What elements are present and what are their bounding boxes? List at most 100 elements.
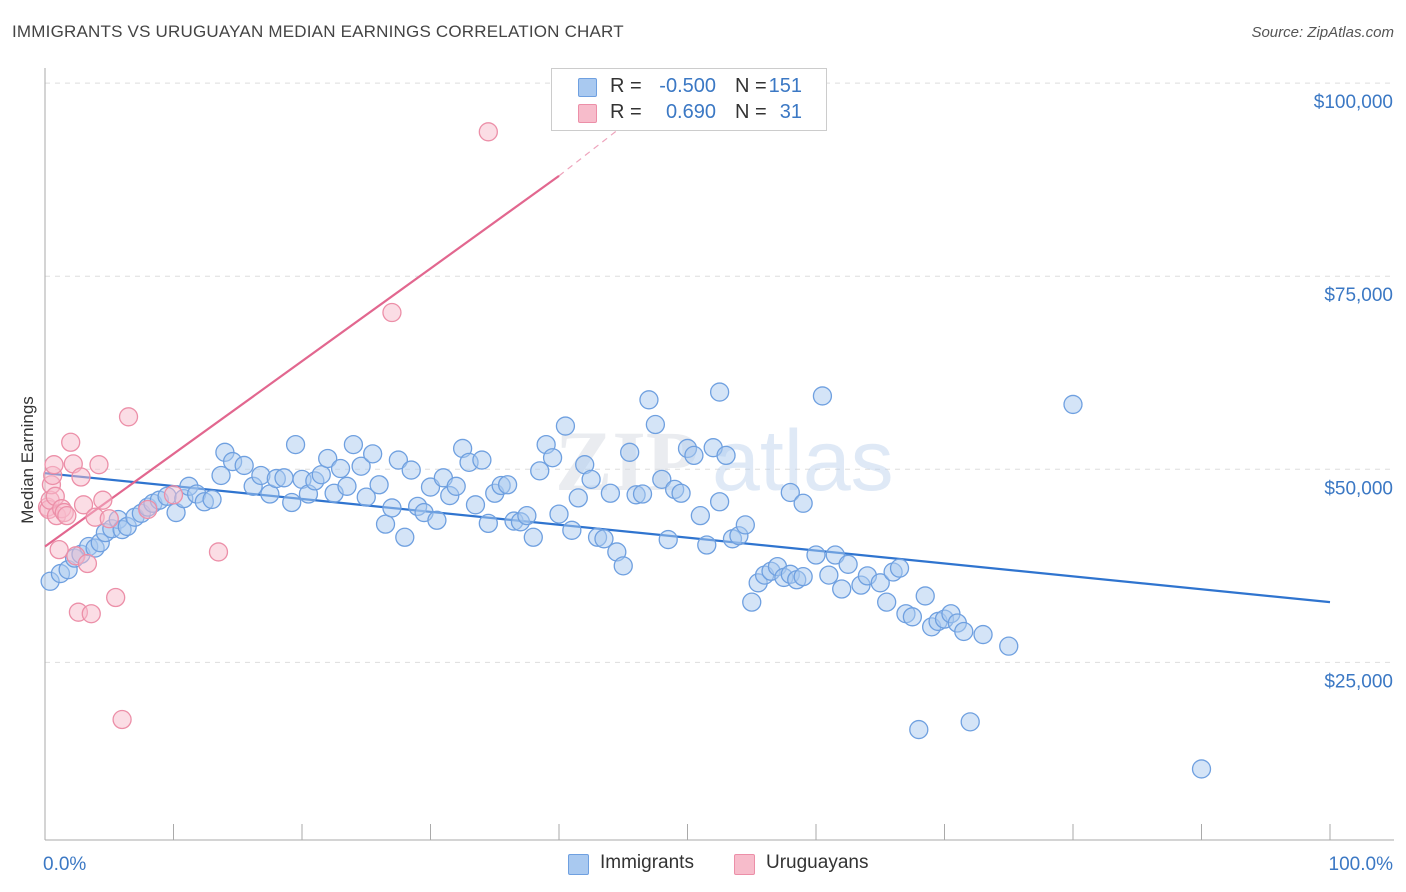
- data-point: [375, 514, 396, 534]
- data-point: [915, 586, 935, 606]
- series-uruguayans: [37, 122, 498, 730]
- data-point: [909, 719, 929, 740]
- data-point: [889, 558, 910, 578]
- trend-line-extension: [558, 125, 624, 177]
- y-tick-label: $25,000: [1324, 671, 1393, 692]
- legend-n-label: N =: [735, 75, 767, 97]
- data-point: [61, 432, 81, 452]
- data-point: [568, 488, 588, 508]
- legend-swatch-immigrants: [578, 78, 597, 97]
- trend-line: [44, 174, 560, 548]
- grid-lines: [45, 82, 1394, 663]
- data-point: [44, 455, 64, 475]
- data-point: [382, 302, 402, 323]
- data-points: [37, 122, 1212, 779]
- data-point: [954, 621, 974, 642]
- y-tick-label: $75,000: [1324, 285, 1393, 306]
- data-point: [211, 465, 231, 486]
- data-point: [620, 442, 640, 462]
- data-point: [369, 475, 389, 495]
- data-point: [716, 445, 736, 466]
- data-point: [106, 587, 126, 608]
- data-point: [639, 390, 659, 410]
- chart-source: Source: ZipAtlas.com: [1251, 24, 1394, 41]
- data-point: [163, 485, 184, 505]
- data-point: [690, 505, 710, 526]
- data-point: [652, 469, 672, 489]
- data-point: [793, 493, 813, 513]
- tick-labels: $25,000 $50,000 $75,000 $100,000 0.0% 100.0%: [43, 92, 1393, 875]
- data-point: [793, 567, 813, 587]
- data-point: [478, 513, 498, 534]
- data-point: [697, 535, 717, 555]
- chart-title: IMMIGRANTS VS URUGUAYAN MEDIAN EARNINGS …: [12, 22, 624, 41]
- data-point: [77, 553, 98, 574]
- series-immigrants: [40, 382, 1212, 779]
- bottom-legend-swatch: [568, 854, 589, 875]
- data-point: [555, 416, 576, 436]
- data-point: [870, 573, 890, 593]
- svg-text:atlas: atlas: [712, 413, 894, 509]
- data-point: [838, 554, 858, 574]
- data-point: [1191, 759, 1212, 779]
- data-point: [709, 382, 730, 402]
- trend-line: [44, 472, 1331, 604]
- data-point: [99, 509, 119, 529]
- data-point: [388, 450, 409, 470]
- axes: [44, 68, 1394, 841]
- data-point: [138, 499, 158, 520]
- data-point: [658, 529, 678, 550]
- data-point: [671, 483, 691, 503]
- data-point: [311, 465, 331, 485]
- data-point: [282, 492, 302, 513]
- data-point: [600, 483, 621, 503]
- legend-r-label: R =: [610, 75, 642, 97]
- legend-row-immigrants: R = -0.500 N = 151: [552, 74, 826, 100]
- bottom-legend-swatch: [734, 854, 755, 875]
- data-point: [285, 434, 306, 455]
- data-point: [343, 434, 364, 455]
- data-point: [806, 545, 826, 565]
- data-point: [330, 458, 351, 479]
- data-point: [112, 709, 132, 730]
- data-point: [594, 529, 614, 549]
- y-tick-label: $50,000: [1324, 478, 1393, 499]
- data-point: [208, 542, 229, 562]
- y-axis-label: Median Earnings: [18, 396, 37, 524]
- data-point: [832, 579, 852, 599]
- stats-legend: R = -0.500 N = 151 R = 0.690 N = 31: [551, 68, 827, 131]
- data-point: [118, 407, 139, 427]
- data-point: [395, 527, 415, 547]
- data-point: [902, 607, 923, 627]
- data-point: [517, 505, 537, 526]
- data-point: [73, 495, 94, 515]
- data-point: [742, 592, 762, 612]
- legend-row-uruguayans: R = 0.690 N = 31: [552, 100, 826, 126]
- data-point: [71, 467, 91, 487]
- data-point: [81, 604, 101, 624]
- data-point: [49, 539, 69, 560]
- data-point: [735, 515, 755, 535]
- data-point: [684, 445, 704, 466]
- data-point: [401, 460, 421, 480]
- data-point: [356, 487, 376, 507]
- data-point: [93, 490, 113, 510]
- x-tick-label-min: 0.0%: [43, 854, 86, 875]
- data-point: [812, 386, 833, 406]
- data-point: [542, 448, 563, 468]
- data-point: [632, 484, 653, 504]
- data-point: [382, 498, 402, 518]
- data-point: [530, 461, 550, 481]
- data-point: [337, 476, 357, 496]
- data-point: [960, 712, 980, 732]
- data-point: [202, 489, 222, 510]
- legend-n-value: 151: [768, 75, 802, 97]
- trend-lines: [44, 125, 1331, 604]
- data-point: [274, 468, 294, 488]
- data-point: [446, 476, 466, 496]
- bottom-legend-label: Immigrants: [600, 852, 694, 873]
- data-point: [581, 469, 601, 489]
- data-point: [645, 414, 666, 435]
- data-point: [549, 504, 569, 524]
